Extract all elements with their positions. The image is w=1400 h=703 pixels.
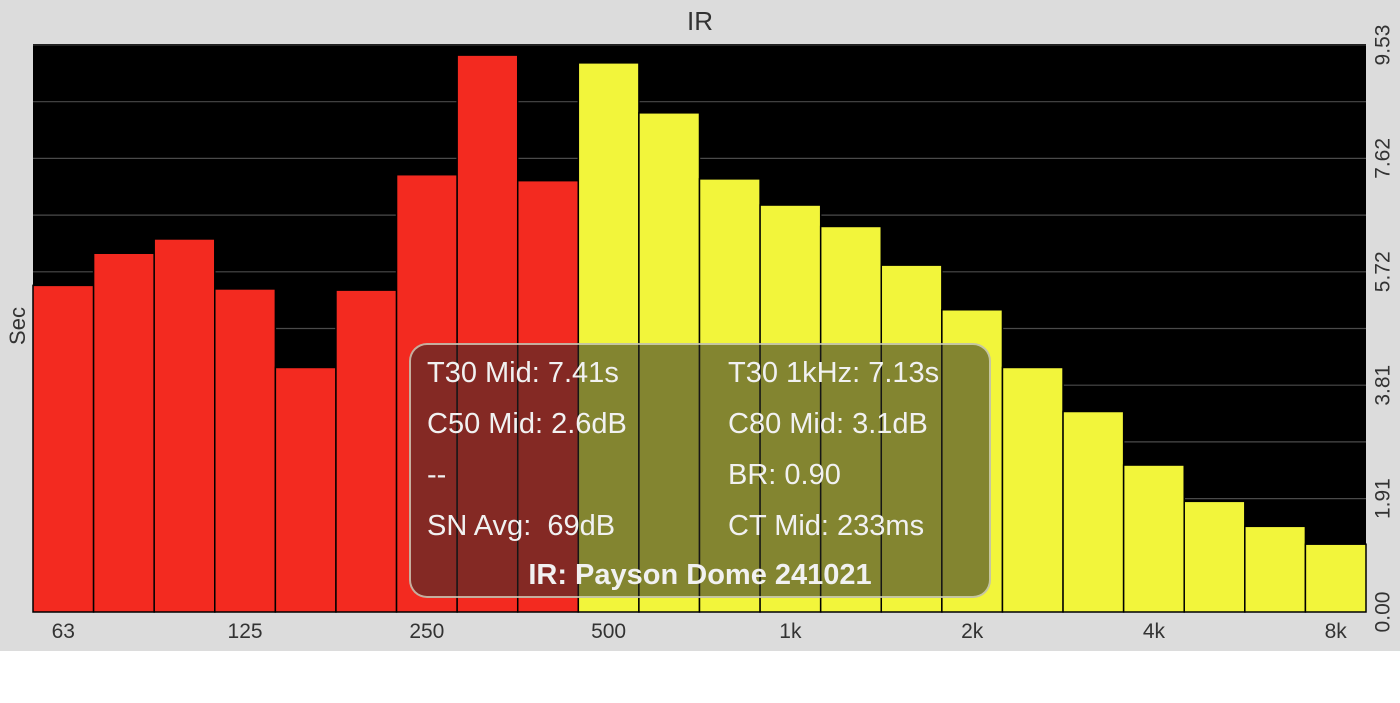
placeholder-stat: --: [427, 459, 447, 491]
bar: [1244, 525, 1307, 613]
x-tick-label: 4k: [1143, 620, 1166, 643]
bar: [1304, 543, 1367, 613]
y-tick-label: 7.62: [1372, 138, 1395, 179]
bar: [92, 252, 155, 613]
ir-name-label: IR: Payson Dome 241021: [528, 559, 872, 591]
ct-mid-stat: CT Mid: 233ms: [728, 510, 925, 542]
chart-title: IR: [687, 6, 713, 36]
x-tick-label: 8k: [1325, 620, 1348, 643]
x-tick-label: 250: [409, 620, 444, 643]
y-tick-label: 5.72: [1372, 251, 1395, 292]
bar: [1001, 366, 1064, 613]
y-tick-label: 0.00: [1372, 592, 1395, 633]
bar: [335, 289, 398, 613]
bar: [214, 288, 277, 613]
x-tick-label: 500: [591, 620, 626, 643]
c80-mid-stat: C80 Mid: 3.1dB: [728, 408, 928, 440]
chart-panel: IR Sec 0.00 1.91 3.81 5.72 7.62 9.53 63 125 250 5…: [0, 0, 1400, 651]
bar: [1183, 500, 1246, 613]
c50-mid-stat: C50 Mid: 2.6dB: [427, 408, 627, 440]
y-tick-label: 9.53: [1372, 25, 1395, 66]
bar: [153, 238, 216, 613]
br-stat: BR: 0.90: [728, 459, 841, 491]
y-tick-label: 1.91: [1372, 478, 1395, 519]
x-tick-label: 125: [228, 620, 263, 643]
bar: [1122, 464, 1185, 613]
t30-1khz-stat: T30 1kHz: 7.13s: [728, 357, 940, 389]
x-tick-label: 2k: [961, 620, 984, 643]
x-tick-label: 63: [52, 620, 75, 643]
bar: [274, 366, 337, 613]
x-tick-label: 1k: [779, 620, 802, 643]
t30-mid-stat: T30 Mid: 7.41s: [427, 357, 619, 389]
sn-avg-stat: SN Avg: 69dB: [427, 510, 616, 542]
y-tick-label: 3.81: [1372, 365, 1395, 406]
bar: [1062, 410, 1125, 613]
stats-overlay: T30 Mid: 7.41s T30 1kHz: 7.13s C50 Mid: …: [409, 343, 991, 598]
bar: [32, 284, 95, 613]
